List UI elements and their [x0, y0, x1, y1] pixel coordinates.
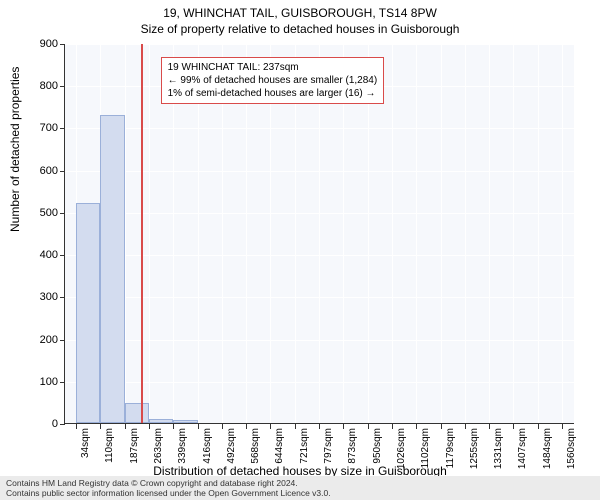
xtick-label: 34sqm [80, 428, 91, 458]
xtick-mark [270, 424, 271, 429]
gridline-v [441, 44, 442, 423]
chart-area: 34sqm110sqm187sqm263sqm339sqm416sqm492sq… [64, 44, 574, 424]
footer-line-2: Contains public sector information licen… [6, 488, 594, 498]
gridline-v [149, 44, 150, 423]
histogram-bar [125, 403, 149, 423]
xtick-mark [392, 424, 393, 429]
xtick-label: 1102sqm [420, 428, 431, 468]
xtick-label: 492sqm [226, 428, 237, 464]
ytick-label: 800 [18, 80, 58, 92]
plot-area: 34sqm110sqm187sqm263sqm339sqm416sqm492sq… [64, 44, 574, 424]
xtick-label: 721sqm [299, 428, 310, 464]
xtick-mark [416, 424, 417, 429]
ytick-mark [60, 424, 65, 425]
xtick-label: 797sqm [323, 428, 334, 464]
ytick-label: 600 [18, 165, 58, 177]
xtick-mark [368, 424, 369, 429]
chart-subtitle: Size of property relative to detached ho… [0, 20, 600, 40]
xtick-mark [538, 424, 539, 429]
gridline-v [562, 44, 563, 423]
xtick-label: 1331sqm [493, 428, 504, 469]
ytick-label: 100 [18, 376, 58, 388]
histogram-bar [149, 419, 173, 423]
gridline-v [489, 44, 490, 423]
xtick-label: 1179sqm [445, 428, 456, 468]
xtick-label: 110sqm [104, 428, 115, 463]
reference-line [141, 44, 143, 423]
histogram-bar [100, 115, 125, 423]
xtick-label: 1026sqm [396, 428, 407, 469]
xtick-mark [222, 424, 223, 429]
ytick-mark [60, 44, 65, 45]
info-box: 19 WHINCHAT TAIL: 237sqm← 99% of detache… [161, 57, 385, 104]
xtick-mark [562, 424, 563, 429]
ytick-label: 200 [18, 334, 58, 346]
gridline-v [513, 44, 514, 423]
ytick-mark [60, 128, 65, 129]
ytick-label: 400 [18, 249, 58, 261]
address-title: 19, WHINCHAT TAIL, GUISBOROUGH, TS14 8PW [0, 0, 600, 20]
xtick-mark [465, 424, 466, 429]
xtick-label: 187sqm [129, 428, 140, 464]
xtick-mark [173, 424, 174, 429]
xtick-mark [76, 424, 77, 429]
xtick-mark [319, 424, 320, 429]
xtick-label: 873sqm [347, 428, 358, 464]
xtick-label: 1407sqm [517, 428, 528, 469]
xtick-label: 644sqm [274, 428, 285, 464]
xtick-label: 416sqm [202, 428, 213, 464]
xtick-label: 263sqm [153, 428, 164, 464]
ytick-mark [60, 297, 65, 298]
ytick-mark [60, 86, 65, 87]
ytick-mark [60, 213, 65, 214]
ytick-label: 700 [18, 122, 58, 134]
xtick-mark [513, 424, 514, 429]
ytick-mark [60, 171, 65, 172]
xtick-mark [489, 424, 490, 429]
gridline-v [538, 44, 539, 423]
ytick-mark [60, 340, 65, 341]
histogram-bar [76, 203, 100, 423]
ytick-label: 0 [18, 418, 58, 430]
info-line-2: ← 99% of detached houses are smaller (1,… [168, 74, 378, 87]
xtick-mark [295, 424, 296, 429]
xtick-label: 1560sqm [566, 428, 577, 469]
xtick-mark [100, 424, 101, 429]
xtick-label: 1484sqm [542, 428, 553, 469]
xtick-mark [149, 424, 150, 429]
ytick-mark [60, 382, 65, 383]
xtick-label: 1255sqm [469, 428, 480, 469]
gridline-v [392, 44, 393, 423]
ytick-label: 300 [18, 291, 58, 303]
info-line-3: 1% of semi-detached houses are larger (1… [168, 87, 378, 100]
attribution-footer: Contains HM Land Registry data © Crown c… [0, 476, 600, 500]
xtick-label: 568sqm [250, 428, 261, 464]
footer-line-1: Contains HM Land Registry data © Crown c… [6, 478, 594, 488]
xtick-label: 950sqm [372, 428, 383, 464]
xtick-mark [246, 424, 247, 429]
ytick-label: 500 [18, 207, 58, 219]
xtick-mark [441, 424, 442, 429]
ytick-mark [60, 255, 65, 256]
gridline-v [465, 44, 466, 423]
info-line-1: 19 WHINCHAT TAIL: 237sqm [168, 61, 378, 74]
chart-container: 19, WHINCHAT TAIL, GUISBOROUGH, TS14 8PW… [0, 0, 600, 500]
gridline-v [125, 44, 126, 423]
histogram-bar [173, 420, 198, 423]
ytick-label: 900 [18, 38, 58, 50]
xtick-mark [343, 424, 344, 429]
xtick-label: 339sqm [177, 428, 188, 464]
xtick-mark [198, 424, 199, 429]
xtick-mark [125, 424, 126, 429]
gridline-v [416, 44, 417, 423]
